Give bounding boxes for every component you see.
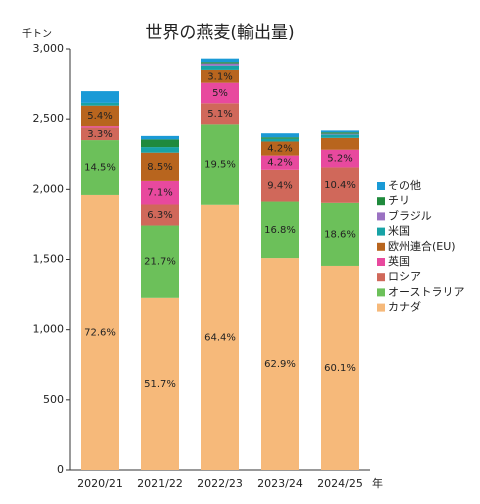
bar-segment — [201, 63, 239, 66]
bar-segment — [81, 91, 119, 103]
data-label: 3.1% — [207, 71, 232, 82]
bar-segment — [201, 124, 239, 205]
bar-segment — [141, 135, 179, 140]
data-label: 21.7% — [144, 257, 176, 268]
bar-segment — [201, 103, 239, 125]
legend-label: 欧州連合(EU) — [388, 239, 456, 253]
bar-segment — [321, 133, 359, 135]
bar-segment — [141, 152, 179, 181]
data-label: 60.1% — [324, 363, 356, 374]
data-label: 4.2% — [267, 158, 292, 169]
bar-segment — [201, 82, 239, 104]
bar-segment — [261, 155, 299, 170]
data-label: 7.1% — [147, 188, 172, 199]
x-tick-label: 2024/25 — [317, 477, 363, 490]
chart-title: 世界の燕麦(輸出量) — [145, 23, 294, 43]
legend-label: ブラジル — [388, 208, 432, 222]
data-label: 64.4% — [204, 332, 236, 343]
legend-swatch — [377, 197, 385, 206]
data-label: 19.5% — [204, 160, 236, 171]
bar-segment — [141, 297, 179, 470]
bar-segment — [81, 127, 119, 141]
bar-segment — [321, 130, 359, 133]
bar-segment — [261, 201, 299, 259]
bar-segment — [261, 137, 299, 139]
legend-swatch — [377, 212, 385, 221]
bar-segment — [321, 149, 359, 168]
legend-swatch — [377, 227, 385, 236]
y-tick-label: 2,000 — [33, 182, 65, 195]
data-label: 16.8% — [264, 225, 296, 236]
bar-segment — [141, 204, 179, 226]
bar-segment — [321, 137, 359, 150]
bar-segment — [321, 132, 359, 134]
x-axis-label: 年 — [372, 476, 383, 490]
bar-segment — [81, 194, 119, 471]
x-tick-label: 2022/23 — [197, 477, 243, 490]
legend-label: ロシア — [388, 270, 421, 283]
bar-segment — [321, 167, 359, 203]
bar-segment — [201, 204, 239, 470]
data-label: 3.3% — [87, 129, 112, 140]
data-label: 72.6% — [84, 327, 116, 338]
y-tick-label: 2,500 — [33, 112, 65, 125]
x-tick-label: 2023/24 — [257, 477, 303, 490]
bar-segment — [321, 134, 359, 138]
bar-segment — [261, 133, 299, 138]
data-label: 14.5% — [84, 163, 116, 174]
y-tick-label: 3,000 — [33, 42, 65, 55]
data-label: 62.9% — [264, 359, 296, 370]
bar-segment — [141, 180, 179, 205]
data-label: 9.4% — [267, 181, 292, 192]
legend-swatch — [377, 182, 385, 190]
bar-segment — [201, 69, 239, 83]
legend-label: チリ — [388, 194, 410, 207]
bar-segment — [141, 225, 179, 298]
x-tick-label: 2021/22 — [137, 477, 183, 490]
y-axis-label: 千トン — [22, 28, 52, 40]
legend-label: オーストラリア — [388, 285, 464, 298]
bar-segment — [141, 147, 179, 153]
bar-segment — [81, 140, 119, 195]
bar-segment — [201, 65, 239, 70]
legend-swatch — [377, 242, 385, 251]
bar-segment — [261, 138, 299, 142]
data-label: 10.4% — [324, 180, 356, 191]
legend-swatch — [377, 288, 385, 297]
y-tick-label: 1,000 — [33, 323, 65, 336]
bar-segment — [81, 105, 119, 127]
data-label: 5.2% — [327, 154, 352, 165]
data-label: 51.7% — [144, 379, 176, 390]
bar-segment — [261, 258, 299, 470]
y-tick-label: 0 — [57, 463, 64, 476]
y-tick-label: 500 — [43, 393, 64, 406]
data-label: 5% — [212, 88, 228, 99]
legend-swatch — [377, 303, 385, 312]
bar-segment — [261, 141, 299, 156]
y-tick-label: 1,500 — [33, 253, 65, 266]
legend-swatch — [377, 273, 385, 282]
bar-segment — [321, 202, 359, 266]
legend-swatch — [377, 258, 385, 266]
x-tick-label: 2020/21 — [77, 477, 123, 490]
legend-label: 英国 — [388, 254, 410, 268]
bar-segment — [81, 102, 119, 106]
legend-label: その他 — [388, 179, 421, 192]
data-label: 5.1% — [207, 109, 232, 120]
bar-segment — [261, 169, 299, 202]
data-label: 4.2% — [267, 144, 292, 155]
data-label: 5.4% — [87, 111, 112, 122]
data-label: 8.5% — [147, 162, 172, 173]
bar-segment — [81, 126, 119, 128]
legend-label: カナダ — [388, 300, 421, 314]
data-label: 18.6% — [324, 229, 356, 240]
bar-segment — [321, 265, 359, 470]
bar-segment — [201, 58, 239, 63]
bar-segment — [201, 62, 239, 64]
legend-label: 米国 — [388, 225, 410, 238]
data-label: 6.3% — [147, 210, 172, 221]
bar-segment — [141, 139, 179, 148]
